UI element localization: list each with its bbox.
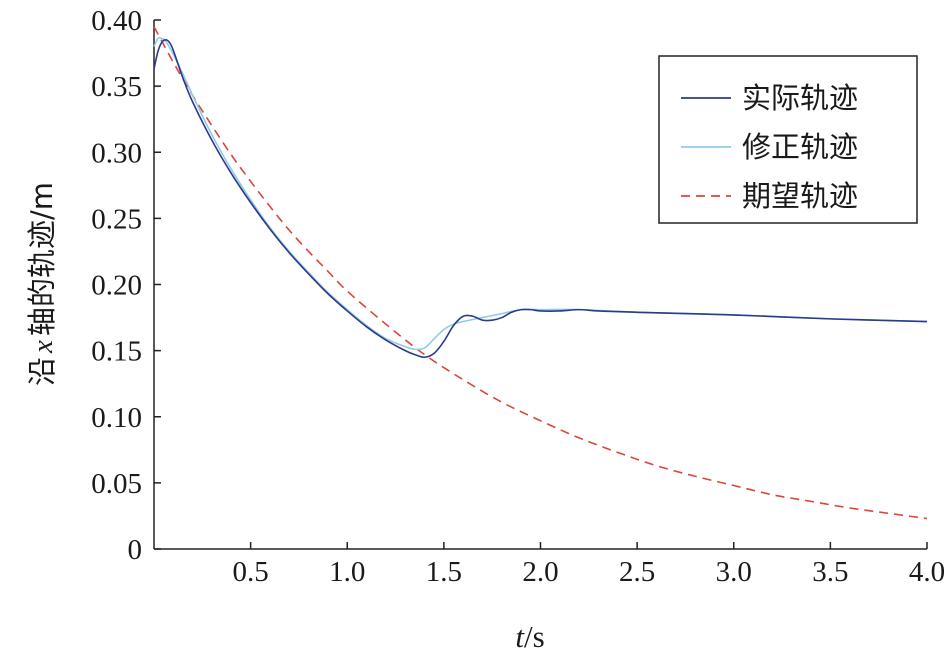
y-axis-label-part1: 沿 [25, 357, 59, 386]
y-tick-label: 0.20 [91, 270, 142, 302]
y-tick-label: 0.30 [91, 137, 142, 169]
y-axis-label: 沿x 轴的轨迹/m [25, 182, 59, 386]
x-tick-label: 2.0 [522, 556, 558, 588]
y-tick-label: 0.25 [91, 203, 142, 235]
x-axis-ticks: 0.5 1.0 1.5 2.0 2.5 3.0 3.5 4.0 [233, 542, 945, 588]
x-tick-label: 3.0 [716, 556, 752, 588]
series-line-1 [153, 39, 928, 359]
series-lines [153, 26, 928, 520]
y-axis-label-var: x [27, 340, 59, 354]
y-axis-label-part2: 轴的轨迹/m [25, 182, 59, 336]
x-axis-label-var: t [515, 619, 525, 654]
series-line-2 [153, 37, 928, 351]
y-tick-label: 0.10 [91, 402, 142, 434]
x-tick-label: 0.5 [233, 556, 269, 588]
x-axis-label-unit: /s [524, 619, 545, 654]
x-tick-label: 1.5 [426, 556, 462, 588]
legend-label: 实际轨迹 [742, 81, 858, 115]
y-tick-label: 0.35 [91, 71, 142, 103]
series-line-3 [153, 26, 928, 520]
y-axis-ticks: 0 0.05 0.10 0.15 0.20 0.25 0.30 0.35 0.40 [91, 5, 161, 566]
y-tick-label: 0.05 [91, 468, 142, 500]
y-tick-label: 0 [128, 534, 143, 566]
x-tick-label: 3.5 [812, 556, 848, 588]
legend-label: 期望轨迹 [742, 179, 858, 213]
legend-label: 修正轨迹 [742, 130, 858, 164]
x-tick-label: 4.0 [909, 556, 945, 588]
y-tick-label: 0.15 [91, 336, 142, 368]
x-tick-label: 1.0 [329, 556, 365, 588]
y-tick-label: 0.40 [91, 5, 142, 37]
x-axis-label: t/s [515, 619, 544, 654]
x-tick-label: 2.5 [619, 556, 655, 588]
